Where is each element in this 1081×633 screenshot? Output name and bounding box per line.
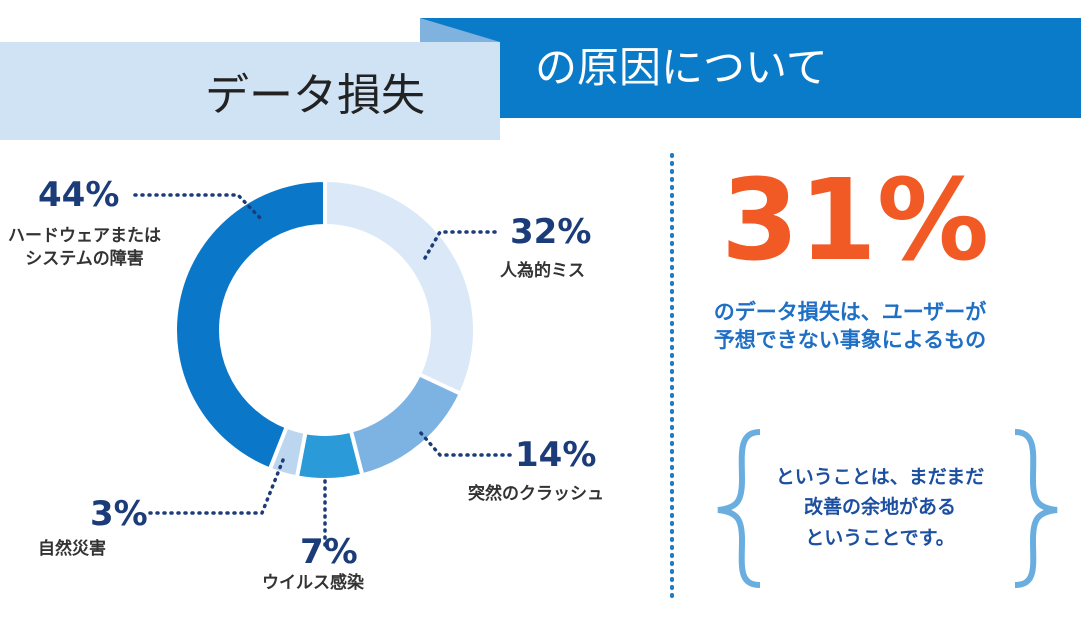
header-band	[420, 18, 1081, 118]
note: ということは、まだまだ 改善の余地がある ということです。	[775, 466, 985, 549]
value-label: 3%	[90, 494, 148, 534]
value-label: 7%	[300, 532, 358, 572]
title-left: データ損失	[205, 70, 425, 121]
category-label: 突然のクラッシュ	[468, 484, 604, 504]
category-label: ハードウェアまたは システムの障害	[8, 226, 161, 269]
header-box	[0, 42, 500, 140]
category-label: ウイルス感染	[262, 573, 364, 593]
title-right: の原因について	[535, 43, 828, 92]
leader-line	[418, 430, 512, 457]
right-brace	[1014, 429, 1058, 588]
donut	[173, 177, 477, 482]
donut-segment	[323, 177, 477, 397]
stat-text: のデータ損失は、ユーザーが 予想できない事象によるもの	[713, 300, 987, 353]
donut-segment	[294, 428, 365, 482]
donut-segment	[173, 177, 327, 473]
value-label: 32%	[510, 212, 592, 252]
header-fold	[420, 18, 500, 42]
leader-line	[148, 453, 287, 515]
leader-line	[423, 230, 497, 260]
category-label: 人為的ミス	[500, 261, 585, 281]
donut-segment	[348, 371, 464, 478]
stat: 31%	[720, 156, 990, 286]
value-label: 44%	[38, 175, 120, 215]
value-label: 14%	[515, 435, 597, 475]
leader-line	[133, 193, 264, 222]
category-label: 自然災害	[38, 539, 106, 559]
left-brace	[717, 429, 761, 588]
